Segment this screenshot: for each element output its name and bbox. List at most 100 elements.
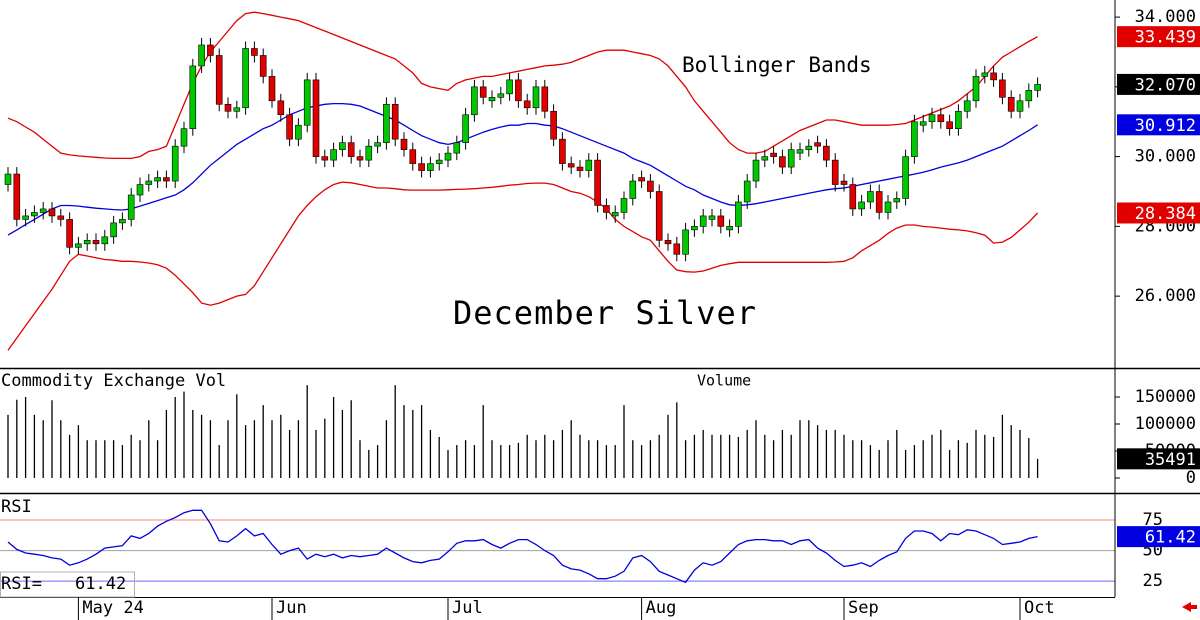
candle-body: [691, 226, 698, 231]
candle-body: [427, 163, 434, 171]
candle-body: [893, 198, 901, 203]
candle-body: [655, 191, 663, 241]
candle-body: [972, 76, 980, 102]
candle-body: [101, 236, 109, 245]
candle-body: [207, 44, 214, 56]
candle-body: [57, 215, 65, 220]
candle-body: [664, 240, 672, 245]
value-callout: 32.070: [1135, 75, 1196, 95]
candle-body: [761, 156, 769, 161]
candle-body: [752, 159, 760, 182]
readout-value: 61.42: [75, 574, 126, 594]
value-callout: 61.42: [1145, 528, 1196, 548]
candle-body: [145, 180, 153, 185]
candle-body: [75, 243, 82, 248]
candle-body: [48, 208, 56, 217]
y-tick-label: 34.000: [1135, 7, 1196, 27]
value-callout-box: [1117, 448, 1200, 470]
candle-body: [171, 145, 179, 182]
candle-body: [743, 180, 751, 203]
value-callout: 28.384: [1135, 204, 1196, 224]
candle-body: [823, 145, 830, 161]
candle-body: [532, 86, 540, 109]
candle-body: [259, 55, 267, 77]
candle-body: [400, 138, 408, 150]
candle-body: [356, 156, 364, 161]
candle-body: [365, 145, 373, 161]
value-callout-box: [1117, 202, 1200, 224]
bollinger-band: [7, 11, 1038, 160]
candle-body: [629, 180, 637, 199]
candle-body: [453, 142, 461, 154]
rsi-panel: [0, 509, 1115, 584]
candle-body: [154, 177, 161, 182]
candle-body: [4, 173, 12, 185]
candle-body: [699, 215, 707, 227]
candle-body: [391, 103, 399, 140]
rsi-line: [7, 509, 1038, 584]
candle-body: [506, 79, 513, 95]
value-callout: 30.912: [1135, 116, 1196, 136]
candle-body: [119, 219, 126, 224]
x-tick-label: Jun: [276, 598, 307, 618]
candle-body: [163, 177, 170, 182]
candle-body: [303, 79, 311, 126]
panel-title: RSI: [1, 497, 32, 517]
candle-body: [840, 180, 848, 185]
candle-body: [638, 177, 645, 182]
candle-body: [911, 121, 918, 157]
candle-body: [339, 142, 346, 150]
candle-body: [928, 114, 936, 123]
candle-body: [875, 191, 883, 213]
candle-body: [127, 194, 135, 220]
price-panel: [4, 11, 1041, 351]
candle-body: [884, 201, 892, 213]
candle-body: [180, 128, 188, 147]
candle-body: [215, 55, 223, 105]
candle-body: [286, 114, 293, 140]
candle-body: [13, 173, 21, 220]
annotation: Bollinger Bands: [682, 53, 872, 77]
candle-body: [1034, 84, 1041, 91]
candle-body: [330, 149, 337, 161]
chart-title: December Silver: [453, 294, 757, 332]
candle-body: [990, 72, 997, 81]
x-tick-label: Sep: [848, 598, 879, 618]
candle-body: [224, 103, 232, 112]
candle-body: [814, 142, 821, 147]
candle-body: [735, 201, 742, 227]
candle-body: [198, 44, 205, 67]
candle-body: [787, 149, 795, 168]
candle-body: [796, 149, 804, 154]
candle-body: [92, 240, 100, 245]
x-tick-label: May 24: [82, 598, 143, 618]
candle-body: [268, 76, 276, 102]
candle-body: [999, 79, 1006, 98]
candle-body: [409, 149, 417, 164]
candle-body: [770, 152, 777, 157]
candle-body: [647, 180, 654, 192]
candle-body: [919, 121, 927, 126]
candle-body: [805, 145, 813, 150]
x-tick-label: Oct: [1024, 598, 1055, 618]
candle-body: [779, 156, 786, 168]
candle-body: [567, 163, 575, 168]
candle-body: [867, 191, 874, 203]
candle-body: [937, 114, 945, 123]
candle-body: [295, 124, 302, 140]
y-tick-label: 25: [1143, 571, 1163, 591]
panel-title: Commodity Exchange Vol: [1, 371, 226, 391]
candle-body: [515, 79, 522, 102]
candle-body: [31, 212, 38, 217]
candle-body: [189, 65, 197, 130]
candle-body: [955, 110, 962, 130]
candle-body: [585, 159, 593, 171]
candle-body: [726, 226, 733, 231]
candle-body: [233, 107, 241, 112]
value-callout-box: [1117, 526, 1200, 548]
candle-body: [418, 163, 425, 171]
candle-body: [717, 215, 725, 227]
y-tick-label: 30.000: [1135, 147, 1196, 167]
